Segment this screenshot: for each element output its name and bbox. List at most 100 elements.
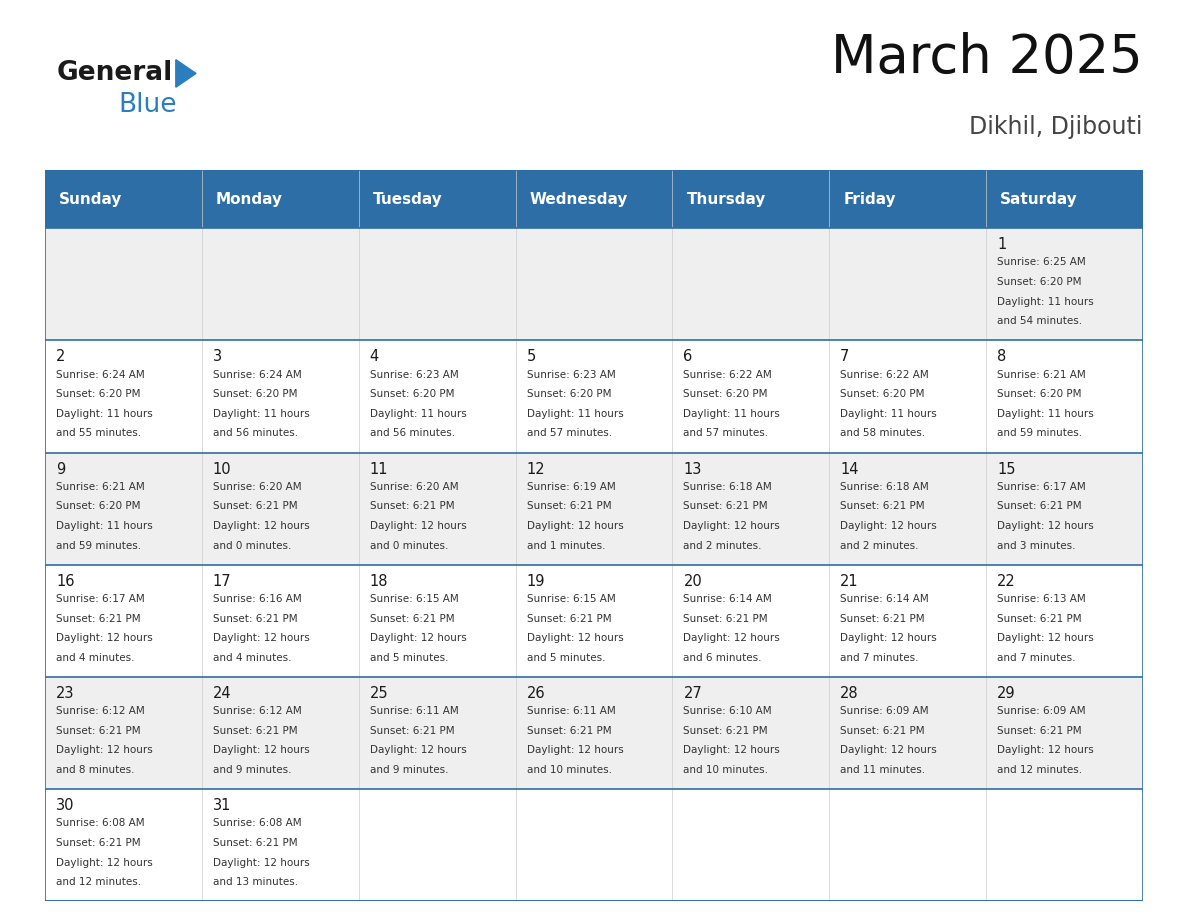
Text: 6: 6: [683, 350, 693, 364]
Text: and 59 minutes.: and 59 minutes.: [56, 541, 141, 551]
Text: 21: 21: [840, 574, 859, 588]
Text: 8: 8: [997, 350, 1006, 364]
Text: 27: 27: [683, 686, 702, 701]
Bar: [829, 453, 986, 565]
Text: 20: 20: [683, 574, 702, 588]
Text: March 2025: March 2025: [832, 32, 1143, 84]
Text: and 59 minutes.: and 59 minutes.: [997, 429, 1082, 439]
Text: Daylight: 12 hours: Daylight: 12 hours: [526, 745, 624, 756]
Bar: [672, 453, 829, 565]
Text: 22: 22: [997, 574, 1016, 588]
Text: Sunrise: 6:25 AM: Sunrise: 6:25 AM: [997, 257, 1086, 267]
Text: Daylight: 11 hours: Daylight: 11 hours: [56, 409, 153, 419]
Text: Sunset: 6:21 PM: Sunset: 6:21 PM: [56, 613, 140, 623]
Text: Daylight: 12 hours: Daylight: 12 hours: [369, 745, 467, 756]
Bar: [829, 677, 986, 789]
Text: Sunset: 6:21 PM: Sunset: 6:21 PM: [56, 726, 140, 736]
Text: Daylight: 12 hours: Daylight: 12 hours: [997, 521, 1094, 532]
Text: and 3 minutes.: and 3 minutes.: [997, 541, 1075, 551]
Text: 14: 14: [840, 462, 859, 476]
Text: 23: 23: [56, 686, 75, 701]
Bar: [516, 677, 672, 789]
Bar: [986, 453, 1143, 565]
Bar: [516, 565, 672, 677]
Text: and 57 minutes.: and 57 minutes.: [683, 429, 769, 439]
Text: Daylight: 11 hours: Daylight: 11 hours: [526, 409, 624, 419]
Bar: [672, 565, 829, 677]
Text: Dikhil, Djibouti: Dikhil, Djibouti: [969, 115, 1143, 139]
Text: and 58 minutes.: and 58 minutes.: [840, 429, 925, 439]
Bar: [45, 170, 1143, 229]
Text: and 2 minutes.: and 2 minutes.: [683, 541, 762, 551]
Text: Sunrise: 6:22 AM: Sunrise: 6:22 AM: [683, 370, 772, 379]
Text: Sunset: 6:21 PM: Sunset: 6:21 PM: [213, 501, 297, 511]
Text: 16: 16: [56, 574, 75, 588]
Text: Sunrise: 6:21 AM: Sunrise: 6:21 AM: [56, 482, 145, 492]
Text: 9: 9: [56, 462, 65, 476]
Text: and 2 minutes.: and 2 minutes.: [840, 541, 918, 551]
Text: Sunset: 6:20 PM: Sunset: 6:20 PM: [526, 389, 611, 399]
Text: Daylight: 12 hours: Daylight: 12 hours: [840, 745, 937, 756]
Bar: [986, 229, 1143, 341]
Text: Sunrise: 6:15 AM: Sunrise: 6:15 AM: [526, 594, 615, 604]
Text: Sunset: 6:21 PM: Sunset: 6:21 PM: [683, 726, 767, 736]
Text: Daylight: 12 hours: Daylight: 12 hours: [997, 745, 1094, 756]
Text: Sunset: 6:21 PM: Sunset: 6:21 PM: [840, 501, 924, 511]
Text: and 0 minutes.: and 0 minutes.: [213, 541, 291, 551]
Text: Daylight: 11 hours: Daylight: 11 hours: [997, 409, 1094, 419]
Text: 25: 25: [369, 686, 388, 701]
Text: Daylight: 12 hours: Daylight: 12 hours: [683, 745, 781, 756]
Bar: [359, 453, 516, 565]
Text: Sunset: 6:21 PM: Sunset: 6:21 PM: [840, 613, 924, 623]
Text: Daylight: 11 hours: Daylight: 11 hours: [369, 409, 467, 419]
Bar: [359, 229, 516, 341]
Text: Wednesday: Wednesday: [530, 192, 628, 207]
Text: Sunrise: 6:18 AM: Sunrise: 6:18 AM: [840, 482, 929, 492]
Polygon shape: [176, 60, 196, 87]
Text: Sunset: 6:21 PM: Sunset: 6:21 PM: [369, 726, 454, 736]
Text: Daylight: 12 hours: Daylight: 12 hours: [369, 633, 467, 644]
Text: and 57 minutes.: and 57 minutes.: [526, 429, 612, 439]
Text: and 9 minutes.: and 9 minutes.: [213, 765, 291, 775]
Text: Sunrise: 6:17 AM: Sunrise: 6:17 AM: [56, 594, 145, 604]
Bar: [516, 789, 672, 901]
Text: Sunset: 6:21 PM: Sunset: 6:21 PM: [369, 501, 454, 511]
Text: 11: 11: [369, 462, 388, 476]
Text: Sunrise: 6:15 AM: Sunrise: 6:15 AM: [369, 594, 459, 604]
Text: Sunday: Sunday: [59, 192, 122, 207]
Text: 15: 15: [997, 462, 1016, 476]
Text: Sunset: 6:21 PM: Sunset: 6:21 PM: [369, 613, 454, 623]
Text: Sunrise: 6:24 AM: Sunrise: 6:24 AM: [56, 370, 145, 379]
Bar: [359, 341, 516, 453]
Text: Sunset: 6:21 PM: Sunset: 6:21 PM: [213, 613, 297, 623]
Text: 10: 10: [213, 462, 232, 476]
Text: Daylight: 12 hours: Daylight: 12 hours: [683, 633, 781, 644]
Text: Sunrise: 6:14 AM: Sunrise: 6:14 AM: [683, 594, 772, 604]
Text: Sunrise: 6:19 AM: Sunrise: 6:19 AM: [526, 482, 615, 492]
Text: Sunrise: 6:17 AM: Sunrise: 6:17 AM: [997, 482, 1086, 492]
Bar: [986, 341, 1143, 453]
Text: 2: 2: [56, 350, 65, 364]
Bar: [516, 341, 672, 453]
Text: and 10 minutes.: and 10 minutes.: [526, 765, 612, 775]
Bar: [202, 453, 359, 565]
Bar: [829, 789, 986, 901]
Text: Daylight: 11 hours: Daylight: 11 hours: [840, 409, 937, 419]
Bar: [829, 229, 986, 341]
Text: 30: 30: [56, 799, 75, 813]
Text: Daylight: 12 hours: Daylight: 12 hours: [840, 633, 937, 644]
Text: Sunrise: 6:24 AM: Sunrise: 6:24 AM: [213, 370, 302, 379]
Text: Sunrise: 6:11 AM: Sunrise: 6:11 AM: [526, 706, 615, 716]
Text: and 12 minutes.: and 12 minutes.: [56, 878, 141, 888]
Text: Sunset: 6:21 PM: Sunset: 6:21 PM: [683, 613, 767, 623]
Text: 18: 18: [369, 574, 388, 588]
Text: Daylight: 11 hours: Daylight: 11 hours: [213, 409, 310, 419]
Text: Sunset: 6:21 PM: Sunset: 6:21 PM: [997, 726, 1081, 736]
Text: Daylight: 12 hours: Daylight: 12 hours: [56, 633, 153, 644]
Text: Sunrise: 6:12 AM: Sunrise: 6:12 AM: [56, 706, 145, 716]
Bar: [672, 677, 829, 789]
Text: Sunset: 6:20 PM: Sunset: 6:20 PM: [56, 501, 140, 511]
Text: Sunrise: 6:18 AM: Sunrise: 6:18 AM: [683, 482, 772, 492]
Text: Sunset: 6:21 PM: Sunset: 6:21 PM: [526, 501, 611, 511]
Bar: [986, 677, 1143, 789]
